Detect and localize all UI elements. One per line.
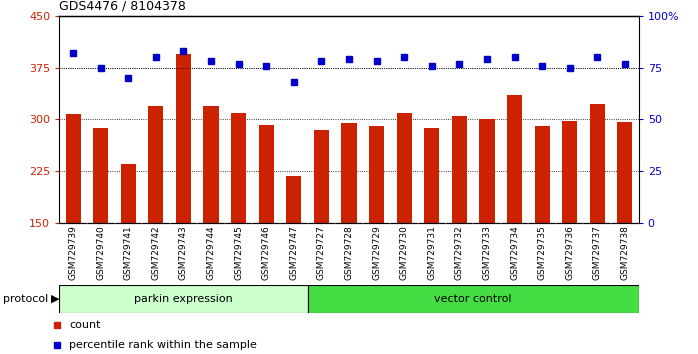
Bar <box>452 116 467 223</box>
Bar <box>535 126 550 223</box>
Text: GSM729733: GSM729733 <box>482 225 491 280</box>
Bar <box>369 126 384 223</box>
Text: ▶: ▶ <box>51 294 59 304</box>
Bar <box>93 128 108 223</box>
Bar <box>121 164 136 223</box>
Bar <box>562 121 577 223</box>
Bar <box>66 114 81 223</box>
Text: GSM729745: GSM729745 <box>234 225 243 280</box>
Text: GSM729740: GSM729740 <box>96 225 105 280</box>
Text: GSM729735: GSM729735 <box>537 225 547 280</box>
Bar <box>480 120 494 223</box>
Text: GSM729728: GSM729728 <box>345 225 353 280</box>
Bar <box>617 122 632 223</box>
Bar <box>308 285 639 313</box>
Text: GSM729742: GSM729742 <box>151 225 161 280</box>
Bar <box>176 54 191 223</box>
Text: protocol: protocol <box>3 294 49 304</box>
Text: GSM729734: GSM729734 <box>510 225 519 280</box>
Text: GSM729737: GSM729737 <box>593 225 602 280</box>
Bar <box>314 130 329 223</box>
Text: GSM729731: GSM729731 <box>427 225 436 280</box>
Bar <box>341 123 357 223</box>
Bar <box>396 113 412 223</box>
Text: GSM729738: GSM729738 <box>621 225 630 280</box>
Bar <box>259 125 274 223</box>
Bar <box>424 128 439 223</box>
Text: GSM729729: GSM729729 <box>372 225 381 280</box>
Text: GDS4476 / 8104378: GDS4476 / 8104378 <box>59 0 186 12</box>
Text: GSM729743: GSM729743 <box>179 225 188 280</box>
Bar <box>148 105 163 223</box>
Text: GSM729746: GSM729746 <box>262 225 271 280</box>
Text: GSM729741: GSM729741 <box>124 225 133 280</box>
Bar <box>286 176 302 223</box>
Text: GSM729727: GSM729727 <box>317 225 326 280</box>
Text: parkin expression: parkin expression <box>134 294 233 304</box>
Text: vector control: vector control <box>434 294 512 304</box>
Bar <box>204 105 218 223</box>
Bar <box>59 285 308 313</box>
Text: GSM729730: GSM729730 <box>400 225 408 280</box>
Text: GSM729739: GSM729739 <box>68 225 77 280</box>
Bar <box>231 113 246 223</box>
Text: count: count <box>69 320 101 330</box>
Text: GSM729744: GSM729744 <box>207 225 216 280</box>
Text: GSM729736: GSM729736 <box>565 225 574 280</box>
Text: GSM729732: GSM729732 <box>455 225 464 280</box>
Text: percentile rank within the sample: percentile rank within the sample <box>69 340 257 350</box>
Text: GSM729747: GSM729747 <box>290 225 298 280</box>
Bar <box>590 104 605 223</box>
Bar <box>507 95 522 223</box>
